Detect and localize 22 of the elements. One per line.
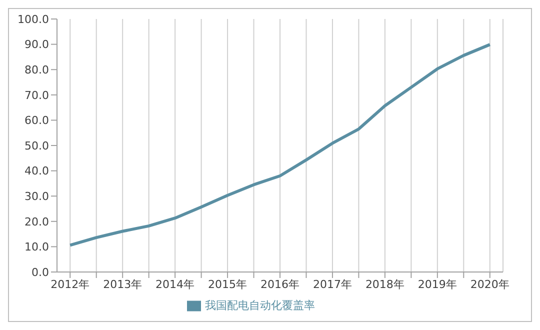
x-tick-label: 2014年 [156, 278, 195, 291]
y-tick-label: 90.0 [24, 38, 49, 52]
x-tick-label: 2020年 [470, 278, 510, 291]
legend-label: 我国配电自动化覆盖率 [205, 299, 315, 312]
y-tick-label: 100.0 [18, 12, 49, 26]
x-tick-label: 2015年 [208, 278, 248, 291]
y-tick-label: 50.0 [24, 139, 49, 152]
x-tick-label: 2018年 [365, 278, 404, 291]
y-tick-label: 40.0 [24, 164, 49, 178]
y-tick-label: 10.0 [24, 240, 49, 254]
x-tick-label: 2012年 [50, 278, 90, 291]
y-tick-label: 20.0 [24, 215, 49, 228]
x-tick-label: 2013年 [103, 278, 142, 291]
y-tick-label: 30.0 [24, 190, 49, 204]
x-tick-label: 2017年 [312, 278, 352, 291]
x-tick-label: 2019年 [418, 278, 457, 291]
y-tick-label: 80.0 [24, 64, 49, 77]
line-series [68, 43, 492, 247]
y-tick-label: 60.0 [24, 114, 49, 128]
y-tick-label: 70.0 [24, 88, 49, 102]
y-tick-label: 0.0 [32, 266, 49, 279]
x-tick-label: 2016年 [260, 278, 300, 291]
